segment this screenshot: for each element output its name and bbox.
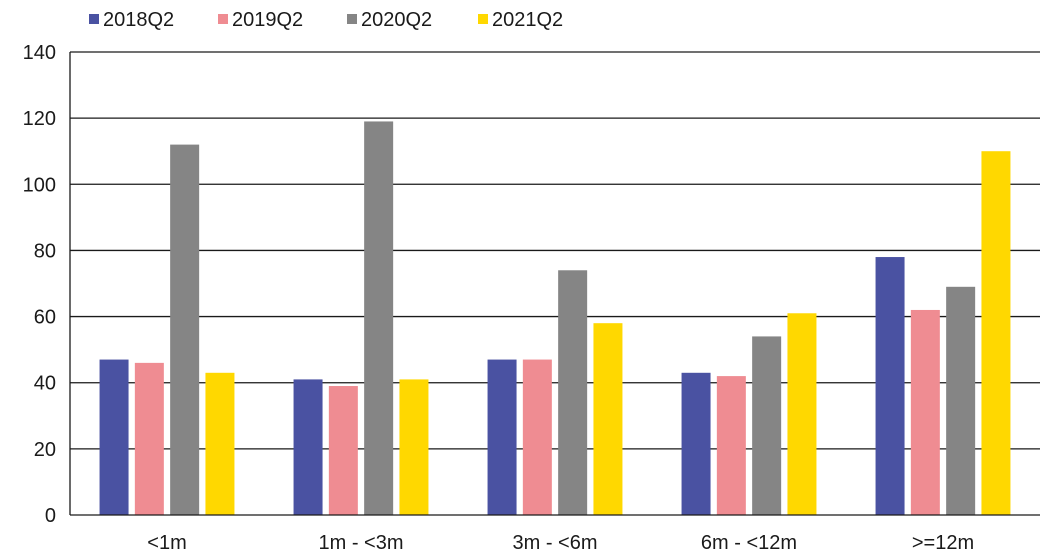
- legend-swatch-2018Q2: [89, 14, 99, 24]
- legend-swatch-2020Q2: [347, 14, 357, 24]
- bar-2019Q2-3: [716, 376, 746, 515]
- legend-swatch-2019Q2: [218, 14, 228, 24]
- bar-2021Q2-1: [399, 379, 429, 515]
- x-tick-label: 3m - <6m: [512, 532, 597, 554]
- bar-2021Q2-0: [205, 372, 235, 515]
- bar-2020Q2-4: [946, 286, 976, 515]
- bar-2020Q2-0: [170, 144, 200, 515]
- bar-2018Q2-3: [681, 372, 711, 515]
- x-tick-label: <1m: [147, 532, 186, 554]
- legend-label-2020Q2: 2020Q2: [361, 9, 432, 31]
- bar-2021Q2-2: [593, 323, 623, 515]
- bar-2019Q2-0: [134, 362, 164, 515]
- bar-2018Q2-1: [293, 379, 323, 515]
- y-axis: 0 20 40 60 80 100 120 140: [23, 42, 71, 527]
- legend-label-2021Q2: 2021Q2: [492, 9, 563, 31]
- bar-2018Q2-4: [875, 257, 905, 515]
- y-tick-label: 100: [23, 174, 56, 196]
- legend: 2018Q2 2019Q2 2020Q2 2021Q2: [89, 9, 563, 31]
- y-tick-label: 140: [23, 42, 56, 64]
- y-tick-label: 0: [45, 505, 56, 527]
- bar-2021Q2-4: [981, 151, 1011, 515]
- bar-2019Q2-2: [522, 359, 552, 515]
- bar-2020Q2-2: [558, 270, 588, 515]
- x-tick-label: >=12m: [912, 532, 974, 554]
- bar-2018Q2-0: [99, 359, 129, 515]
- bar-2020Q2-3: [752, 336, 782, 515]
- bar-2020Q2-1: [364, 121, 394, 515]
- bar-2019Q2-4: [910, 309, 940, 515]
- legend-swatch-2021Q2: [478, 14, 488, 24]
- x-axis: <1m 1m - <3m 3m - <6m 6m - <12m >=12m: [70, 514, 1040, 554]
- x-tick-label: 6m - <12m: [701, 532, 797, 554]
- y-tick-label: 20: [34, 439, 56, 461]
- y-tick-label: 40: [34, 373, 56, 395]
- bar-2019Q2-1: [328, 386, 358, 515]
- legend-label-2018Q2: 2018Q2: [103, 9, 174, 31]
- x-tick-label: 1m - <3m: [318, 532, 403, 554]
- legend-label-2019Q2: 2019Q2: [232, 9, 303, 31]
- y-tick-label: 120: [23, 108, 56, 130]
- bar-2018Q2-2: [487, 359, 517, 515]
- y-tick-label: 80: [34, 240, 56, 262]
- bar-2021Q2-3: [787, 313, 817, 515]
- bars: [99, 121, 1011, 515]
- y-tick-label: 60: [34, 307, 56, 329]
